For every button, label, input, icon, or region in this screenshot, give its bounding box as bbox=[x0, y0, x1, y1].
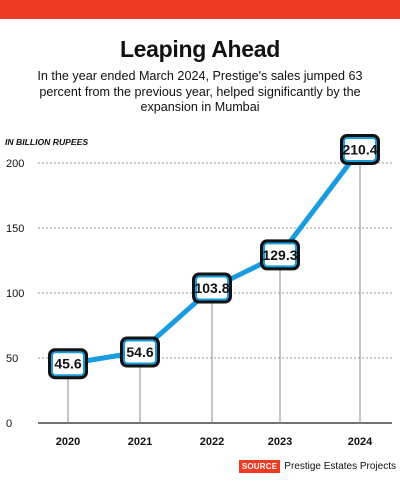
source-tag: SOURCE bbox=[238, 460, 281, 473]
data-label-box bbox=[263, 242, 297, 268]
chart-title: Leaping Ahead bbox=[119, 36, 281, 62]
x-tick-label: 2020 bbox=[56, 436, 80, 448]
y-tick-label: 150 bbox=[6, 223, 24, 235]
y-tick-label: 50 bbox=[6, 353, 18, 365]
data-label-box bbox=[343, 136, 377, 162]
y-tick-label: 200 bbox=[6, 158, 24, 170]
data-label-box bbox=[123, 339, 157, 365]
source-credit: SOURCE Prestige Estates Projects bbox=[238, 460, 396, 473]
y-axis-unit-label: IN BILLION RUPEES bbox=[5, 137, 89, 147]
data-label: 129.3 bbox=[262, 247, 297, 263]
data-label: 210.4 bbox=[342, 141, 377, 157]
data-label: 45.6 bbox=[54, 356, 81, 372]
x-tick-label: 2022 bbox=[200, 436, 224, 448]
y-tick-label: 0 bbox=[6, 418, 12, 430]
source-text: Prestige Estates Projects bbox=[284, 461, 396, 472]
accent-top-bar bbox=[0, 0, 400, 19]
data-label-box bbox=[51, 351, 85, 377]
data-label: 54.6 bbox=[126, 344, 153, 360]
chart-subtitle: In the year ended March 2024, Prestige's… bbox=[37, 69, 363, 114]
y-tick-label: 100 bbox=[6, 288, 24, 300]
x-tick-label: 2024 bbox=[348, 436, 373, 448]
x-tick-label: 2023 bbox=[268, 436, 292, 448]
series-line bbox=[65, 146, 363, 367]
x-tick-label: 2021 bbox=[128, 436, 152, 448]
data-label-box bbox=[195, 275, 229, 301]
data-label: 103.8 bbox=[194, 280, 229, 296]
